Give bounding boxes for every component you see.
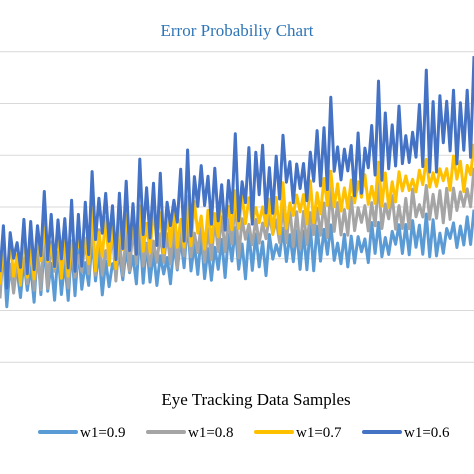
x-axis-label: Eye Tracking Data Samples (161, 390, 350, 409)
series-line-w1=0.6 (0, 56, 474, 290)
series-line-w1=0.8 (0, 167, 474, 299)
legend-label: w1=0.9 (80, 425, 126, 441)
legend-label: w1=0.6 (404, 425, 450, 441)
legend-item-w1=0.7: w1=0.7 (254, 425, 342, 441)
legend-label: w1=0.7 (296, 425, 342, 441)
chart-title: Error Probabiliy Chart (161, 21, 314, 40)
plot-area (0, 56, 474, 309)
legend-item-w1=0.6: w1=0.6 (362, 425, 450, 441)
legend: w1=0.9 w1=0.8 w1=0.7 w1=0.6 (38, 425, 450, 441)
legend-label: w1=0.8 (188, 425, 234, 441)
legend-item-w1=0.9: w1=0.9 (38, 425, 126, 441)
legend-item-w1=0.8: w1=0.8 (146, 425, 234, 441)
